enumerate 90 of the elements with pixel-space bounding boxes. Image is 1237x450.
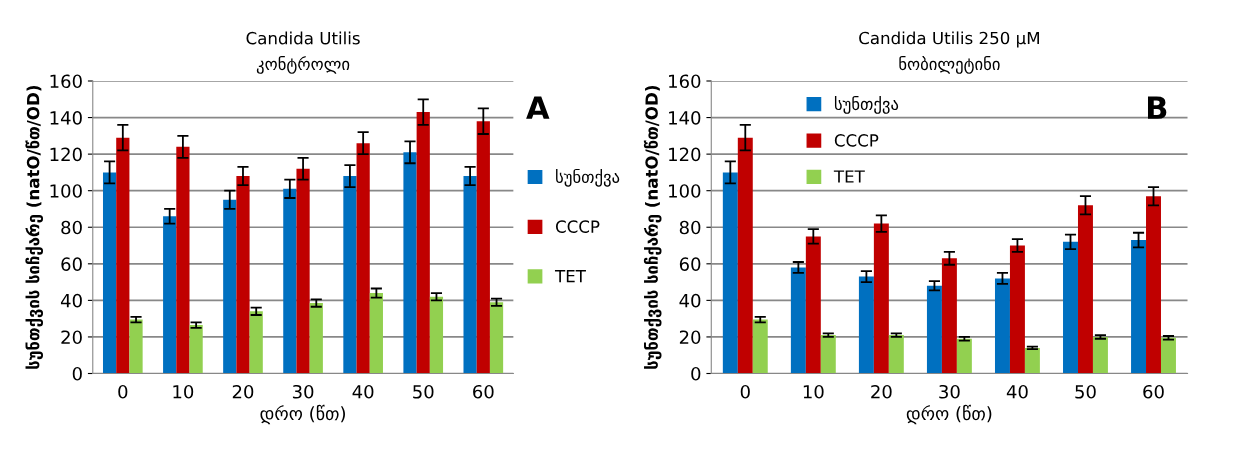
bar bbox=[343, 176, 357, 374]
bar bbox=[752, 319, 768, 374]
chart-title: Candida Utilis 250 µM bbox=[859, 31, 1039, 48]
bar bbox=[163, 216, 177, 374]
bar bbox=[236, 176, 250, 374]
bar bbox=[1024, 347, 1040, 374]
y-tick-label: 40 bbox=[679, 293, 701, 308]
y-tick-label: 160 bbox=[50, 74, 82, 89]
chart-subtitle: კონტროლი bbox=[256, 56, 350, 74]
bar bbox=[489, 302, 504, 374]
bar bbox=[116, 137, 130, 374]
bar bbox=[1063, 241, 1078, 374]
bar bbox=[888, 335, 904, 374]
bar bbox=[416, 112, 430, 374]
bar bbox=[820, 335, 836, 374]
y-tick-label: 0 bbox=[72, 366, 82, 381]
x-tick-label: 20 bbox=[871, 384, 892, 399]
x-tick-label: 0 bbox=[740, 384, 750, 399]
bar bbox=[1009, 245, 1025, 374]
bar bbox=[309, 303, 323, 374]
chart-title: Candida Utilis bbox=[246, 31, 360, 45]
y-tick-label: 20 bbox=[61, 330, 82, 345]
bar bbox=[1131, 240, 1147, 374]
chart-subtitle: ნობილეტინი bbox=[899, 55, 1000, 74]
x-tick-label: 20 bbox=[232, 384, 254, 399]
legend-label: TET bbox=[833, 170, 865, 183]
x-tick-label: 60 bbox=[473, 384, 494, 399]
bar bbox=[429, 296, 444, 374]
text: A bbox=[526, 96, 550, 119]
y-tick-label: 60 bbox=[679, 257, 701, 271]
x-tick-label: 30 bbox=[939, 384, 960, 399]
x-tick-label: 30 bbox=[292, 384, 314, 399]
bar bbox=[805, 236, 821, 374]
y-tick-label: 120 bbox=[669, 147, 701, 162]
x-tick-label: 50 bbox=[413, 384, 434, 399]
annotation: B bbox=[1147, 96, 1167, 119]
bar bbox=[129, 319, 143, 374]
bar bbox=[102, 172, 117, 374]
bar bbox=[176, 146, 190, 374]
bar bbox=[1077, 205, 1093, 374]
bar bbox=[369, 293, 383, 374]
y-tick-label: 80 bbox=[61, 220, 82, 235]
bar bbox=[790, 267, 806, 374]
legend-label: CCCP bbox=[834, 134, 879, 147]
legend-label: სუნთქვა bbox=[834, 96, 899, 114]
bar bbox=[873, 223, 889, 374]
bar bbox=[403, 152, 417, 374]
bar bbox=[223, 199, 237, 374]
y-tick-label: 100 bbox=[50, 184, 82, 198]
y-tick-label: 40 bbox=[60, 293, 82, 308]
x-tick-label: 40 bbox=[1006, 384, 1028, 399]
y-tick-label: 100 bbox=[669, 184, 701, 198]
x-tick-label: 50 bbox=[1075, 384, 1096, 399]
y-tick-label: 20 bbox=[679, 330, 701, 345]
x-tick-label: 0 bbox=[118, 384, 128, 399]
bar bbox=[249, 311, 263, 374]
x-axis-title: დრო (წთ) bbox=[260, 404, 345, 425]
x-tick-label: 40 bbox=[352, 384, 374, 399]
x-axis-title: დრო (წთ) bbox=[906, 404, 992, 425]
x-tick-label: 60 bbox=[1143, 384, 1164, 399]
bar bbox=[737, 137, 753, 374]
y-axis-title: სუნთქვის სიჩქარე (natO/წთ/OD) bbox=[25, 86, 44, 369]
y-tick-label: 140 bbox=[669, 111, 701, 125]
bar bbox=[189, 325, 203, 374]
bar bbox=[941, 258, 957, 374]
y-tick-label: 160 bbox=[669, 74, 701, 89]
y-tick-label: 60 bbox=[61, 257, 82, 271]
bar bbox=[356, 143, 370, 374]
bar bbox=[476, 121, 490, 374]
bar bbox=[283, 188, 297, 374]
y-axis-title: სუნთქვის სიჩქარე (natO/წთ/OD) bbox=[643, 86, 662, 369]
bar bbox=[296, 168, 310, 374]
bar bbox=[722, 172, 738, 374]
x-tick-label: 10 bbox=[173, 384, 194, 399]
y-tick-label: 140 bbox=[50, 111, 82, 125]
bar bbox=[1160, 337, 1176, 374]
y-tick-label: 80 bbox=[679, 220, 701, 235]
legend-label: CCCP bbox=[555, 220, 600, 233]
legend-label: სუნთქვა bbox=[556, 168, 620, 187]
bar bbox=[956, 338, 972, 374]
bar bbox=[858, 276, 874, 374]
bar bbox=[994, 278, 1010, 374]
y-tick-label: 0 bbox=[691, 366, 701, 381]
bar bbox=[463, 176, 477, 374]
bar bbox=[1146, 196, 1161, 374]
y-tick-label: 120 bbox=[50, 147, 82, 162]
bar bbox=[926, 285, 942, 374]
bar bbox=[1092, 336, 1108, 374]
legend-label: TET bbox=[554, 270, 586, 283]
x-tick-label: 10 bbox=[803, 384, 824, 399]
